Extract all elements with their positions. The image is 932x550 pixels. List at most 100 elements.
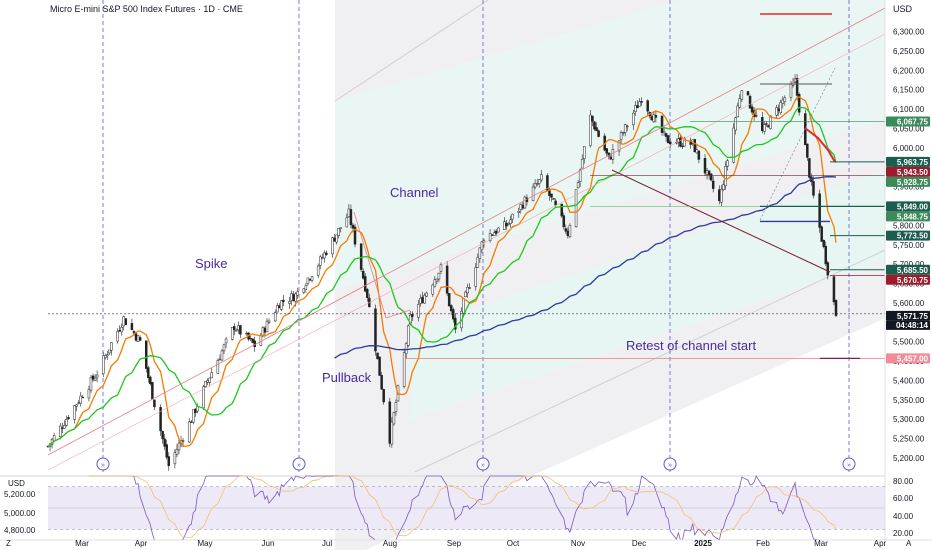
candle-body-69 <box>246 333 248 334</box>
x-tick-4: Jul <box>322 539 332 548</box>
candle-body-93 <box>311 277 313 281</box>
candle-body-139 <box>446 266 448 293</box>
candle-body-55 <box>205 381 207 386</box>
candle-body-226 <box>694 139 696 151</box>
candle-body-271 <box>823 240 825 246</box>
candle-body-92 <box>309 279 311 280</box>
candle-body-109 <box>360 244 362 270</box>
candle-body-237 <box>724 166 726 186</box>
candle-body-140 <box>448 293 450 306</box>
x-tick-5: Aug <box>383 539 397 548</box>
candle-body-141 <box>450 305 452 311</box>
candle-body-52 <box>194 409 196 413</box>
candle-body-79 <box>274 313 276 321</box>
candle-body-131 <box>422 297 424 303</box>
candle-body-128 <box>411 314 413 316</box>
candle-body-268 <box>812 181 814 195</box>
candle-body-202 <box>624 125 626 133</box>
candle-body-209 <box>647 101 649 112</box>
candle-body-24 <box>117 331 119 341</box>
candle-body-25 <box>119 330 121 331</box>
candle-body-76 <box>264 328 266 332</box>
candle-body-83 <box>282 300 284 302</box>
candle-body-163 <box>512 214 514 219</box>
candle-body-82 <box>280 301 282 310</box>
candle-body-120 <box>391 422 393 444</box>
x-tick-10: 2025 <box>694 539 712 548</box>
candle-body-251 <box>765 124 767 125</box>
rsi-right-tick-60: 60.00 <box>893 494 914 503</box>
candle-body-188 <box>583 146 585 158</box>
candle-body-248 <box>755 115 757 116</box>
candle-body-96 <box>321 258 323 259</box>
candle-body-156 <box>493 233 495 236</box>
y-tick-5500: 5,500.00 <box>893 338 925 347</box>
y-tick-6250: 6,250.00 <box>893 47 925 56</box>
candle-body-173 <box>540 175 542 180</box>
candle-body-256 <box>780 102 782 112</box>
price-tag-5773.5: 5,773.50 <box>897 232 929 241</box>
candle-body-30 <box>133 331 135 333</box>
candle-body-102 <box>338 228 340 235</box>
candle-body-122 <box>395 403 397 412</box>
candle-body-13 <box>82 397 84 398</box>
candle-body-54 <box>203 387 205 408</box>
price-tag-5685.5: 5,685.50 <box>897 266 929 275</box>
candle-body-57 <box>209 378 211 382</box>
candle-body-215 <box>663 132 665 133</box>
candle-body-198 <box>612 149 614 159</box>
candle-body-32 <box>137 336 139 342</box>
candle-body-183 <box>569 225 571 236</box>
candle-body-42 <box>166 445 168 458</box>
candle-body-107 <box>352 225 354 228</box>
candle-body-135 <box>434 280 436 287</box>
candle-body-129 <box>417 304 419 317</box>
candle-body-86 <box>293 294 295 301</box>
candle-body-238 <box>727 161 729 166</box>
candle-body-118 <box>383 389 385 402</box>
candle-body-41 <box>164 439 166 447</box>
x-tick-0: Mar <box>75 539 89 548</box>
candle-body-21 <box>106 355 108 356</box>
candle-body-197 <box>610 157 612 159</box>
candle-body-272 <box>825 246 827 264</box>
candle-body-89 <box>303 289 305 293</box>
candle-body-90 <box>305 286 307 290</box>
candle-body-99 <box>331 238 333 254</box>
candle-body-18 <box>96 375 98 377</box>
candle-body-110 <box>362 271 364 278</box>
candle-body-46 <box>178 443 180 450</box>
x-tick-6: Sep <box>447 539 462 548</box>
candle-body-171 <box>536 184 538 185</box>
candle-body-114 <box>374 309 376 351</box>
y-tick-5400: 5,400.00 <box>893 376 925 385</box>
candle-body-101 <box>336 235 338 242</box>
candle-body-236 <box>722 185 724 190</box>
candle-body-112 <box>366 289 368 297</box>
candle-body-147 <box>467 287 469 293</box>
x-tick-1: Apr <box>135 539 148 548</box>
rsi-right-tick-20: 20.00 <box>893 529 914 538</box>
x-tick-11: Feb <box>756 539 770 548</box>
price-tag-5670.75: 5,670.75 <box>897 276 929 285</box>
session-marker-glyph-1: » <box>297 462 301 469</box>
candle-body-273 <box>827 263 829 276</box>
candle-body-229 <box>704 158 706 173</box>
candle-body-8 <box>67 417 69 418</box>
candle-body-212 <box>653 115 655 122</box>
y-tick-5800: 5,800.00 <box>893 221 925 230</box>
candle-body-27 <box>123 317 125 326</box>
candle-body-160 <box>505 223 507 226</box>
candle-body-170 <box>534 183 536 187</box>
candle-body-165 <box>520 204 522 209</box>
candle-body-40 <box>162 431 164 439</box>
candle-body-250 <box>763 125 765 132</box>
axis-corner-left: Z <box>6 539 11 548</box>
candle-body-59 <box>217 361 219 374</box>
annotation-pullback: Pullback <box>322 370 372 385</box>
session-marker-glyph-0: » <box>101 462 105 469</box>
chart-title: Micro E-mini S&P 500 Index Futures · 1D … <box>50 4 243 14</box>
countdown-timer: 04:48:14 <box>896 321 929 330</box>
candle-body-85 <box>291 294 293 301</box>
